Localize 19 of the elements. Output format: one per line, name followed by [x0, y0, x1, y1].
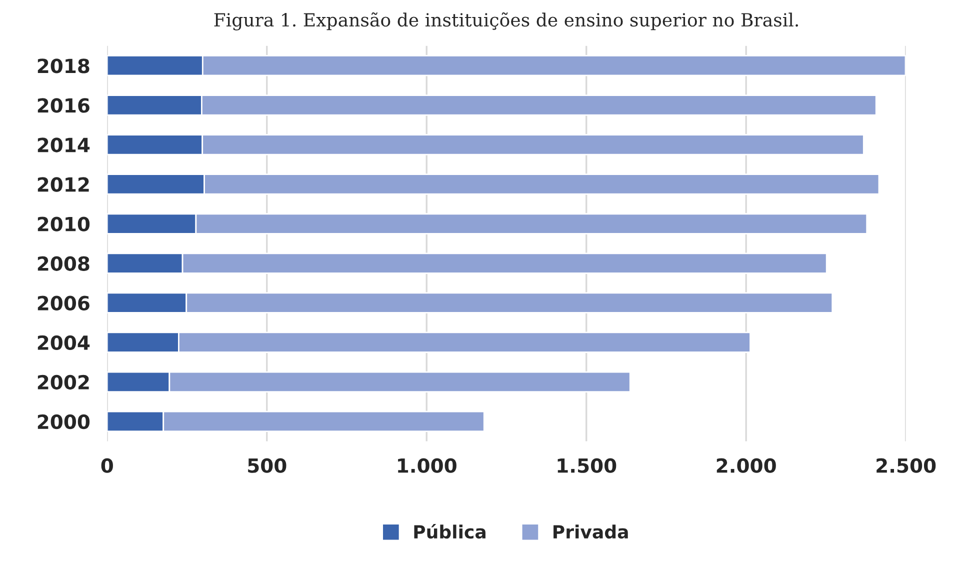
y-tick-label: 2000 [38, 414, 90, 430]
y-tick-label: 2010 [38, 216, 90, 232]
y-tick-label: 2006 [38, 296, 90, 310]
y-tick-label: 2008 [38, 256, 90, 271]
x-tick-label: 0 [101, 458, 113, 473]
y-tick-label: 2002 [38, 374, 89, 390]
legend-label: Pública [414, 524, 486, 539]
x-tick-label: 2.000 [716, 458, 776, 473]
y-tick-label: 2012 [38, 177, 89, 192]
x-tick-label: 1.000 [398, 458, 456, 473]
y-tick-label: 2004 [38, 335, 90, 350]
y-tick-label: 2014 [38, 138, 90, 152]
y-tick-label: 2016 [38, 98, 90, 113]
legend-label: Privada [554, 524, 628, 539]
y-tick-label: 2018 [38, 58, 90, 74]
chart-title: Figura 1. Expansão de instituições de ensino superior no Brasil. [214, 12, 798, 30]
x-tick-label: 1.500 [558, 458, 616, 473]
x-tick-label: 2.500 [876, 458, 936, 473]
x-tick-label: 500 [248, 458, 286, 473]
